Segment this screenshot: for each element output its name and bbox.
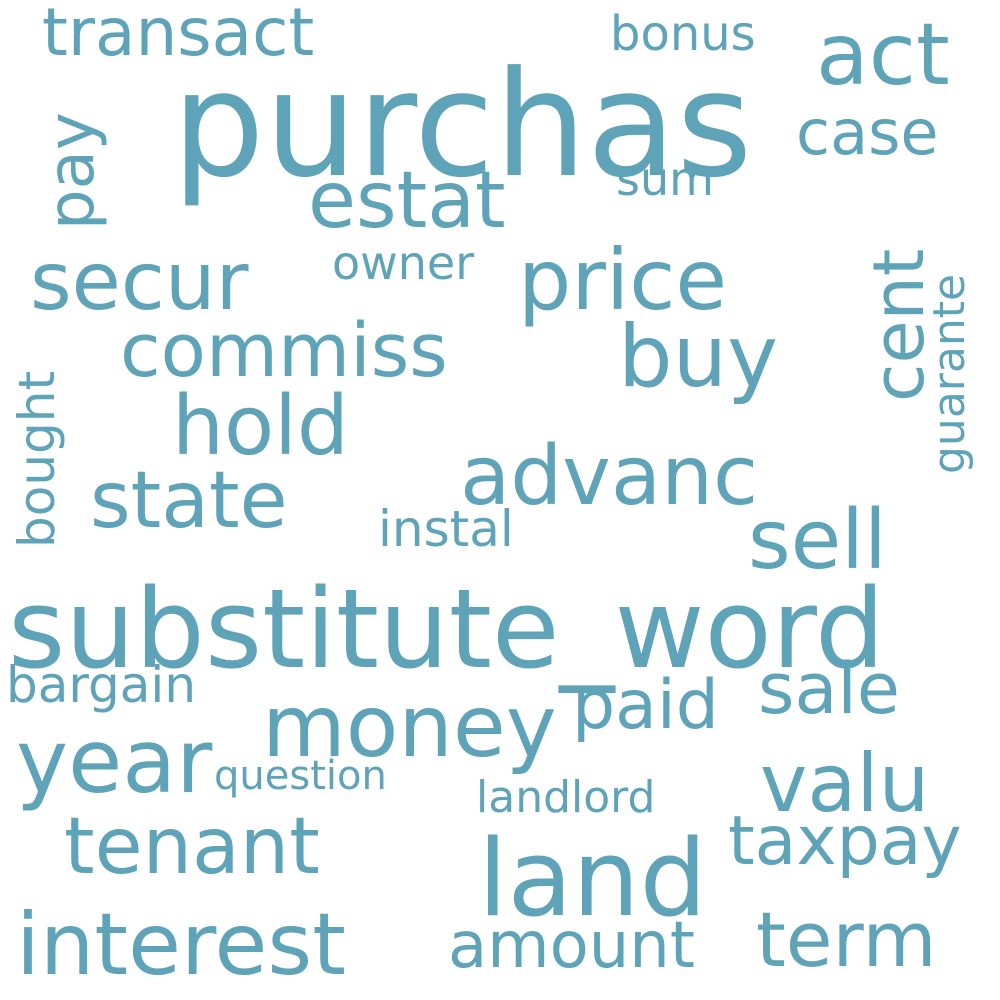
- word-tenant: tenant: [64, 802, 320, 892]
- word-valu: valu: [760, 737, 930, 830]
- word-hold: hold: [172, 379, 349, 474]
- word-pay: pay: [35, 112, 109, 230]
- word-price: price: [518, 231, 728, 329]
- word-guarante: guarante: [924, 273, 975, 474]
- word-case: case: [796, 96, 939, 169]
- word-owner: owner: [332, 236, 475, 290]
- word-landlord: landlord: [476, 772, 656, 823]
- word-sale: sale: [758, 648, 900, 730]
- word-act: act: [816, 5, 950, 105]
- word-advanc: advanc: [460, 429, 759, 524]
- word-substitute-word: substitute_word: [8, 565, 885, 693]
- word-purchas: purchas: [172, 40, 753, 210]
- word-question: question: [214, 753, 387, 799]
- word-sum: sum: [616, 152, 714, 206]
- word-year: year: [16, 710, 213, 813]
- word-taxpay: taxpay: [728, 802, 962, 881]
- word-interest: interest: [16, 895, 346, 995]
- word-estat: estat: [308, 156, 506, 246]
- word-land: land: [478, 817, 707, 940]
- word-bargain: bargain: [6, 656, 197, 714]
- word-money: money: [262, 677, 557, 777]
- word-term: term: [756, 895, 937, 984]
- word-transact: transact: [42, 0, 315, 71]
- word-secur: secur: [30, 235, 249, 328]
- word-state: state: [90, 456, 288, 546]
- word-buy: buy: [618, 307, 778, 407]
- word-bonus: bonus: [610, 6, 756, 62]
- word-paid: paid: [572, 666, 719, 745]
- word-commiss: commiss: [120, 308, 448, 394]
- word-bought: bought: [8, 370, 66, 548]
- word-amount: amount: [448, 909, 695, 983]
- word-sell: sell: [748, 493, 887, 588]
- word-instal: instal: [378, 500, 514, 558]
